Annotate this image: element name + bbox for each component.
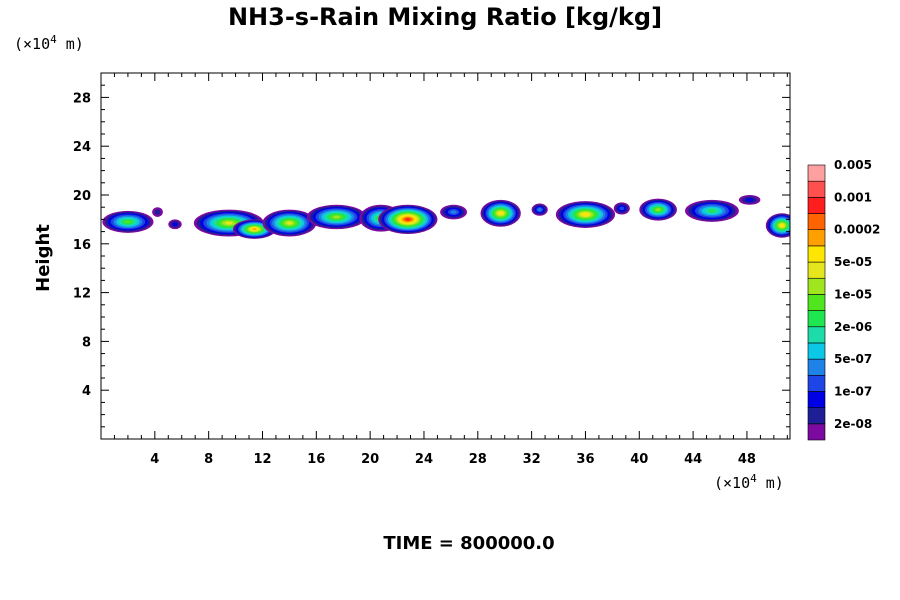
contour-level bbox=[124, 220, 132, 224]
colorbar-swatch bbox=[807, 374, 826, 392]
y-tick-label: 28 bbox=[73, 91, 91, 106]
colorbar-swatch bbox=[807, 180, 826, 198]
plot-frame bbox=[100, 72, 791, 440]
contour-level bbox=[655, 208, 661, 211]
x-tick-label: 44 bbox=[684, 452, 702, 467]
colorbar-label: 0.0002 bbox=[834, 223, 880, 237]
colorbar-swatch bbox=[807, 277, 826, 295]
x-tick-label: 16 bbox=[307, 452, 325, 467]
colorbar-swatch bbox=[807, 164, 826, 182]
x-tick-label: 12 bbox=[253, 452, 271, 467]
colorbar-swatch bbox=[807, 245, 826, 263]
colorbar-swatch bbox=[807, 407, 826, 425]
colorbar-swatch bbox=[807, 197, 826, 214]
y-axis: 4 8 12 16 20 24 28 bbox=[73, 84, 790, 428]
x-tick-label: 48 bbox=[738, 452, 756, 467]
colorbar-swatch bbox=[807, 294, 826, 311]
y-tick-label: 8 bbox=[82, 335, 91, 350]
contour-level bbox=[537, 208, 542, 212]
y-tick-label: 16 bbox=[73, 238, 91, 253]
colorbar-swatch bbox=[807, 342, 826, 360]
colorbar-swatch bbox=[807, 310, 826, 328]
y-unit-label: (×104 m) bbox=[14, 33, 84, 53]
contour-field bbox=[102, 195, 790, 239]
contour-level bbox=[450, 210, 457, 214]
contour-level bbox=[225, 221, 233, 225]
contour-level bbox=[498, 211, 503, 215]
y-axis-label: Height bbox=[33, 224, 54, 292]
colorbar-label: 2e-06 bbox=[834, 320, 872, 334]
x-tick-label: 20 bbox=[361, 452, 379, 467]
x-tick-label: 8 bbox=[204, 452, 213, 467]
colorbar-swatch bbox=[807, 261, 826, 279]
colorbar-swatch bbox=[807, 326, 826, 344]
colorbar-label: 5e-05 bbox=[834, 255, 872, 269]
contour-level bbox=[745, 198, 754, 202]
chart-title: NH3-s-Rain Mixing Ratio [kg/kg] bbox=[228, 3, 662, 31]
colorbar-label: 1e-07 bbox=[834, 384, 872, 398]
contour-level bbox=[619, 206, 625, 211]
colorbar-swatch bbox=[807, 391, 826, 408]
y-tick-label: 24 bbox=[73, 140, 91, 155]
colorbar: 2e-08 1e-07 5e-07 2e-06 1e-05 5e-05 0.0002 0.00… bbox=[807, 158, 880, 441]
colorbar-swatch bbox=[807, 229, 826, 247]
colorbar-label: 1e-05 bbox=[834, 287, 872, 301]
contour-level bbox=[286, 221, 293, 225]
contour-level bbox=[582, 213, 589, 216]
x-tick-label: 32 bbox=[523, 452, 541, 467]
y-tick-label: 12 bbox=[73, 287, 91, 302]
colorbar-swatch bbox=[807, 213, 826, 231]
time-label: TIME = 800000.0 bbox=[383, 533, 554, 554]
contour-level bbox=[708, 209, 716, 213]
contour-level bbox=[780, 224, 784, 227]
x-tick-label: 4 bbox=[150, 452, 159, 467]
y-tick-label: 4 bbox=[82, 384, 91, 399]
x-axis: 4 8 12 16 20 24 28 32 36 40 44 48 bbox=[113, 73, 788, 467]
colorbar-swatch bbox=[807, 423, 826, 441]
x-tick-label: 40 bbox=[630, 452, 648, 467]
contour-level bbox=[405, 218, 411, 221]
contour-level bbox=[172, 222, 178, 227]
colorbar-label: 0.005 bbox=[834, 158, 872, 172]
colorbar-swatch bbox=[807, 358, 826, 376]
colorbar-label: 5e-07 bbox=[834, 352, 872, 366]
x-tick-label: 28 bbox=[469, 452, 487, 467]
colorbar-label: 0.001 bbox=[834, 190, 872, 204]
x-unit-label: (×104 m) bbox=[714, 472, 784, 492]
x-tick-label: 24 bbox=[415, 452, 433, 467]
colorbar-label: 2e-08 bbox=[834, 417, 872, 431]
contour-level bbox=[154, 209, 161, 215]
contour-level bbox=[252, 228, 257, 231]
x-tick-label: 36 bbox=[576, 452, 594, 467]
contour-level bbox=[333, 215, 340, 219]
y-tick-label: 20 bbox=[73, 189, 91, 204]
